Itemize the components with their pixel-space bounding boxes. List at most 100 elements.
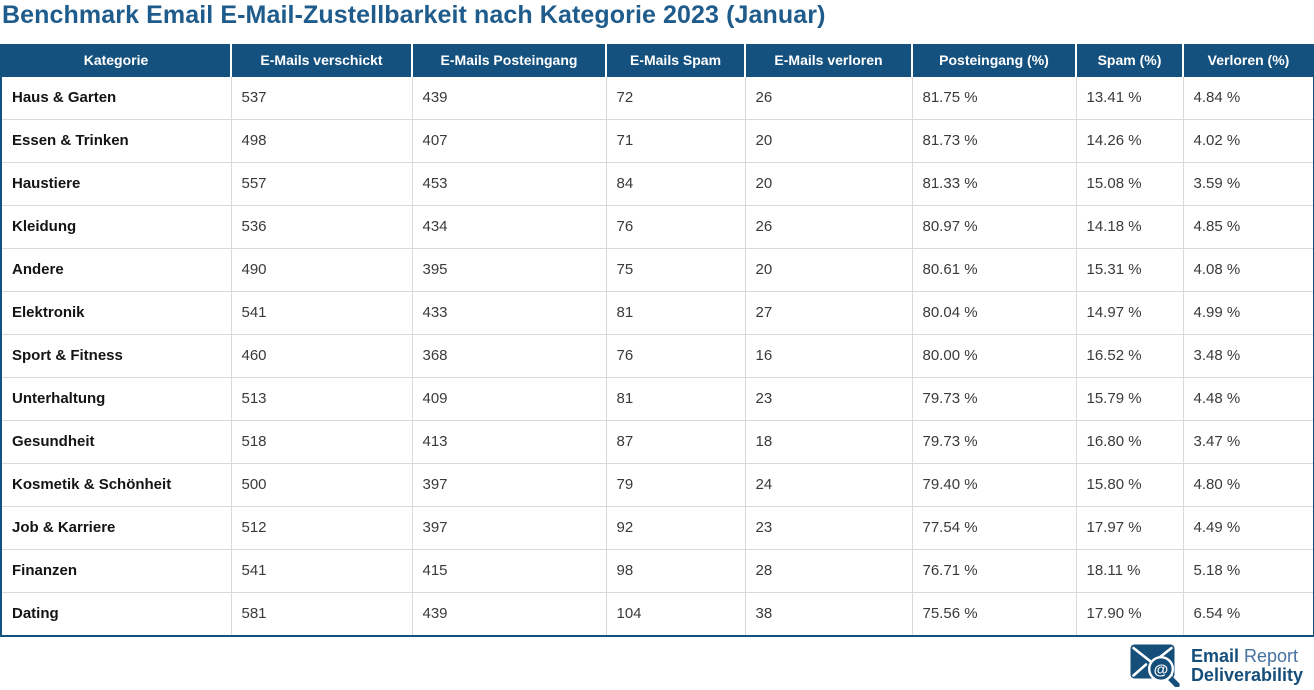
value-cell: 92 (606, 506, 746, 550)
value-cell: 17.97 % (1076, 506, 1184, 550)
value-cell: 490 (231, 248, 413, 292)
value-cell: 4.85 % (1183, 205, 1314, 249)
column-header-7: Spam (%) (1076, 43, 1184, 77)
table-row: Elektronik 541 433 81 27 80.04 % 14.97 % 4.99 % (1, 291, 1314, 335)
value-cell: 397 (412, 506, 607, 550)
value-cell: 557 (231, 162, 413, 206)
category-cell: Andere (1, 248, 232, 292)
value-cell: 16 (745, 334, 913, 378)
category-cell: Elektronik (1, 291, 232, 335)
value-cell: 4.84 % (1183, 76, 1314, 120)
table-row: Dating 581 439 104 38 75.56 % 17.90 % 6.54 % (1, 592, 1314, 636)
value-cell: 28 (745, 549, 913, 593)
table-row: Sport & Fitness 460 368 76 16 80.00 % 16.52 % 3… (1, 334, 1314, 378)
column-header-2: E-Mails verschickt (231, 43, 413, 77)
value-cell: 79.73 % (912, 377, 1077, 421)
value-cell: 24 (745, 463, 913, 507)
value-cell: 81 (606, 377, 746, 421)
value-cell: 16.52 % (1076, 334, 1184, 378)
table-row: Unterhaltung 513 409 81 23 79.73 % 15.79 % 4.48… (1, 377, 1314, 421)
value-cell: 368 (412, 334, 607, 378)
column-header-5: E-Mails verloren (745, 43, 913, 77)
value-cell: 72 (606, 76, 746, 120)
value-cell: 20 (745, 119, 913, 163)
value-cell: 434 (412, 205, 607, 249)
value-cell: 26 (745, 205, 913, 249)
column-header-3: E-Mails Posteingang (412, 43, 607, 77)
category-cell: Sport & Fitness (1, 334, 232, 378)
value-cell: 15.31 % (1076, 248, 1184, 292)
table-row: Essen & Trinken 498 407 71 20 81.73 % 14.26 % 4… (1, 119, 1314, 163)
value-cell: 23 (745, 506, 913, 550)
value-cell: 4.99 % (1183, 291, 1314, 335)
value-cell: 407 (412, 119, 607, 163)
logo-text-report: Report (1243, 645, 1299, 666)
value-cell: 500 (231, 463, 413, 507)
value-cell: 512 (231, 506, 413, 550)
value-cell: 87 (606, 420, 746, 464)
value-cell: 75.56 % (912, 592, 1077, 636)
table-row: Haustiere 557 453 84 20 81.33 % 15.08 % 3.59 % (1, 162, 1314, 206)
value-cell: 14.18 % (1076, 205, 1184, 249)
value-cell: 79.73 % (912, 420, 1077, 464)
page-title: Benchmark Email E-Mail-Zustellbarkeit na… (2, 1, 826, 29)
table-row: Finanzen 541 415 98 28 76.71 % 18.11 % 5.18 % (1, 549, 1314, 593)
value-cell: 415 (412, 549, 607, 593)
value-cell: 4.48 % (1183, 377, 1314, 421)
value-cell: 4.02 % (1183, 119, 1314, 163)
value-cell: 18 (745, 420, 913, 464)
value-cell: 80.97 % (912, 205, 1077, 249)
value-cell: 453 (412, 162, 607, 206)
brand-wordmark: Email Report Deliverability (1190, 645, 1303, 685)
value-cell: 81 (606, 291, 746, 335)
value-cell: 513 (231, 377, 413, 421)
value-cell: 20 (745, 162, 913, 206)
value-cell: 26 (745, 76, 913, 120)
category-cell: Gesundheit (1, 420, 232, 464)
table-row: Gesundheit 518 413 87 18 79.73 % 16.80 % 3.47 % (1, 420, 1314, 464)
value-cell: 439 (412, 592, 607, 636)
value-cell: 3.47 % (1183, 420, 1314, 464)
value-cell: 13.41 % (1076, 76, 1184, 120)
value-cell: 80.00 % (912, 334, 1077, 378)
value-cell: 541 (231, 291, 413, 335)
value-cell: 77.54 % (912, 506, 1077, 550)
value-cell: 460 (231, 334, 413, 378)
value-cell: 76 (606, 205, 746, 249)
category-cell: Finanzen (1, 549, 232, 593)
value-cell: 541 (231, 549, 413, 593)
value-cell: 409 (412, 377, 607, 421)
value-cell: 23 (745, 377, 913, 421)
value-cell: 518 (231, 420, 413, 464)
value-cell: 6.54 % (1183, 592, 1314, 636)
table-row: Andere 490 395 75 20 80.61 % 15.31 % 4.08 % (1, 248, 1314, 292)
value-cell: 15.79 % (1076, 377, 1184, 421)
value-cell: 16.80 % (1076, 420, 1184, 464)
value-cell: 4.08 % (1183, 248, 1314, 292)
value-cell: 537 (231, 76, 413, 120)
table-row: Job & Karriere 512 397 92 23 77.54 % 17.97 % 4.… (1, 506, 1314, 550)
table-row: Kleidung 536 434 76 26 80.97 % 14.18 % 4.85 % (1, 205, 1314, 249)
value-cell: 15.08 % (1076, 162, 1184, 206)
footer-brand: @ Email Report Deliverability (1130, 644, 1303, 687)
category-cell: Haustiere (1, 162, 232, 206)
value-cell: 76.71 % (912, 549, 1077, 593)
value-cell: 81.73 % (912, 119, 1077, 163)
value-cell: 4.49 % (1183, 506, 1314, 550)
table-row: Haus & Garten 537 439 72 26 81.75 % 13.41 % 4.8… (1, 76, 1314, 120)
envelope-magnifier-at-icon: @ (1130, 644, 1180, 687)
category-cell: Unterhaltung (1, 377, 232, 421)
value-cell: 395 (412, 248, 607, 292)
value-cell: 581 (231, 592, 413, 636)
value-cell: 3.59 % (1183, 162, 1314, 206)
value-cell: 4.80 % (1183, 463, 1314, 507)
logo-text-email: Email (1190, 645, 1239, 666)
value-cell: 79.40 % (912, 463, 1077, 507)
value-cell: 14.26 % (1076, 119, 1184, 163)
value-cell: 17.90 % (1076, 592, 1184, 636)
category-cell: Kosmetik & Schönheit (1, 463, 232, 507)
value-cell: 498 (231, 119, 413, 163)
value-cell: 75 (606, 248, 746, 292)
category-cell: Essen & Trinken (1, 119, 232, 163)
value-cell: 38 (745, 592, 913, 636)
